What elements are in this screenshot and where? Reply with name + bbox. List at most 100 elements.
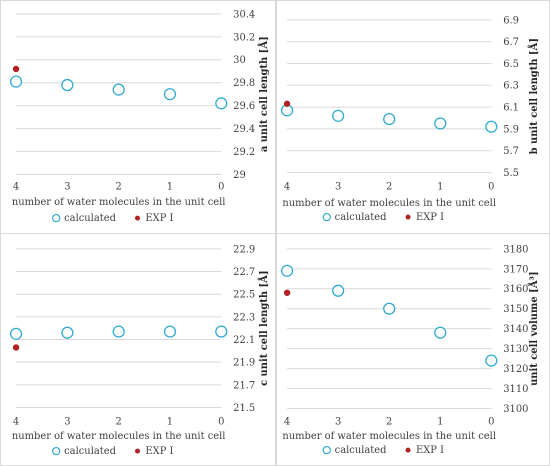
y-tick-label: 29.2 (233, 147, 255, 158)
y-tick-label: 5.7 (503, 146, 519, 157)
legend-marker-calculated (322, 445, 331, 455)
x-tick-label: 4 (284, 181, 290, 192)
calculated-point (163, 88, 177, 101)
y-tick-label: 29 (233, 170, 246, 181)
calculated-point (112, 83, 125, 96)
y-tick-label: 22.3 (233, 312, 255, 323)
y-tick-label: 3170 (503, 264, 528, 275)
chart-svg: 29 29.2 29.4 29.6 29.8 30 30.2 30.4 4 3 2 1 0 number … (9, 9, 270, 224)
x-axis-title: number of water molecules in the unit ce… (12, 431, 226, 442)
chart-panel-c-length: 21.5 21.7 21.9 22.1 22.3 22.5 22.7 22.9 4 3 2 1 0 num… (0, 233, 276, 466)
x-tick-label: 3 (335, 416, 341, 427)
x-tick-label: 3 (335, 181, 341, 192)
exp-point (12, 65, 20, 73)
y-tick-label: 3180 (503, 244, 528, 255)
legend-marker-calculated (52, 213, 61, 223)
calculated-point (280, 264, 294, 277)
calculated-point (332, 109, 345, 122)
calculated-point (9, 75, 23, 88)
y-tick-label: 21.5 (233, 403, 255, 414)
y-tick-label: 3130 (503, 344, 528, 355)
legend-marker-calculated (322, 212, 331, 222)
calculated-point (383, 302, 396, 315)
legend: calculated EXP I (322, 445, 444, 456)
x-tick-label: 2 (116, 181, 122, 192)
exp-point (283, 100, 291, 107)
calculated-point (215, 97, 228, 110)
y-tick-label: 6.1 (503, 103, 519, 114)
x-tick-label: 2 (116, 416, 122, 427)
x-tick-label: 1 (437, 416, 443, 427)
y-tick-label: 6.3 (503, 81, 519, 92)
y-tick-label: 29.4 (233, 124, 255, 135)
y-tick-label: 30.4 (233, 9, 255, 20)
calculated-point (215, 325, 228, 338)
chart-panel-volume: 3100 3110 3120 3130 3140 3150 3160 3170 3180 4 3 2 1… (276, 233, 550, 466)
x-tick-label: 1 (167, 181, 173, 192)
legend: calculated EXP I (52, 446, 174, 457)
x-tick-label: 3 (64, 416, 70, 427)
legend: calculated EXP I (52, 213, 174, 224)
y-tick-label: 30 (233, 55, 246, 66)
ylabel-b: b unit cell length [Å] (528, 38, 540, 154)
legend-label-calculated: calculated (335, 212, 387, 223)
y-tick-label: 3160 (503, 284, 528, 295)
x-tick-label: 4 (13, 416, 19, 427)
x-tick-label: 0 (218, 181, 224, 192)
y-tick-label: 6.9 (503, 15, 519, 26)
y-tick-label: 5.5 (503, 168, 519, 179)
y-tick-label: 3140 (503, 324, 528, 335)
legend-label-calculated: calculated (64, 213, 116, 224)
calculated-point (61, 326, 74, 339)
x-tick-label: 1 (167, 416, 173, 427)
calculated-point (61, 78, 74, 92)
calculated-point (332, 284, 345, 297)
calculated-point (383, 112, 396, 126)
legend-label-calculated: calculated (335, 445, 387, 456)
legend-label-exp: EXP I (145, 213, 173, 224)
chart-svg: 21.5 21.7 21.9 22.1 22.3 22.5 22.7 22.9 4 3 2 1 0 num… (9, 244, 270, 457)
calculated-point (434, 117, 447, 130)
exp-point (12, 344, 20, 351)
x-axis-title: number of water molecules in the unit ce… (282, 431, 496, 442)
x-tick-label: 4 (13, 181, 19, 192)
y-tick-label: 21.9 (233, 358, 255, 369)
y-tick-label: 5.9 (503, 124, 519, 135)
y-tick-label: 29.6 (233, 101, 255, 112)
calculated-point (434, 326, 447, 339)
y-tick-label: 3110 (503, 384, 528, 395)
y-tick-label: 22.1 (233, 335, 255, 346)
x-tick-label: 0 (488, 416, 494, 427)
y-tick-label: 3120 (503, 364, 528, 375)
y-tick-label: 6.5 (503, 59, 519, 70)
legend-label-exp: EXP I (416, 445, 444, 456)
x-axis-title: number of water molecules in the unit ce… (12, 197, 226, 208)
y-tick-label: 22.9 (233, 244, 255, 255)
chart-panel-b-length: 5.5 5.7 5.9 6.1 6.3 6.5 6.7 6.9 4 3 2 1 0 number of w… (276, 0, 550, 234)
x-tick-label: 4 (284, 416, 290, 427)
exp-point (283, 289, 291, 296)
y-tick-label: 3100 (503, 404, 528, 415)
x-tick-label: 1 (437, 181, 443, 192)
calculated-point (485, 120, 498, 133)
legend-marker-exp (405, 447, 411, 453)
legend-marker-exp (135, 448, 140, 454)
legend-marker-exp (135, 215, 140, 221)
y-tick-label: 22.5 (233, 290, 255, 301)
chart-svg: 3100 3110 3120 3130 3140 3150 3160 3170 3180 4 3 2 1… (280, 244, 540, 456)
calculated-point (112, 325, 125, 338)
legend-marker-calculated (52, 446, 61, 456)
legend-marker-exp (405, 214, 411, 220)
x-tick-label: 3 (64, 181, 70, 192)
y-tick-label: 3150 (503, 304, 528, 315)
y-tick-label: 29.8 (233, 78, 255, 89)
x-tick-label: 2 (386, 416, 392, 427)
ylabel-c: c unit cell length [Å] (258, 270, 270, 385)
calculated-point (163, 325, 177, 338)
legend-label-exp: EXP I (416, 212, 444, 223)
y-tick-label: 6.7 (503, 37, 519, 48)
ylabel-volume: unit cell volume [Å³] (528, 271, 540, 385)
legend-label-exp: EXP I (145, 446, 173, 457)
x-tick-label: 0 (488, 181, 494, 192)
chart-panel-a-length: 29 29.2 29.4 29.6 29.8 30 30.2 30.4 4 3 2 1 0 number … (0, 0, 276, 234)
